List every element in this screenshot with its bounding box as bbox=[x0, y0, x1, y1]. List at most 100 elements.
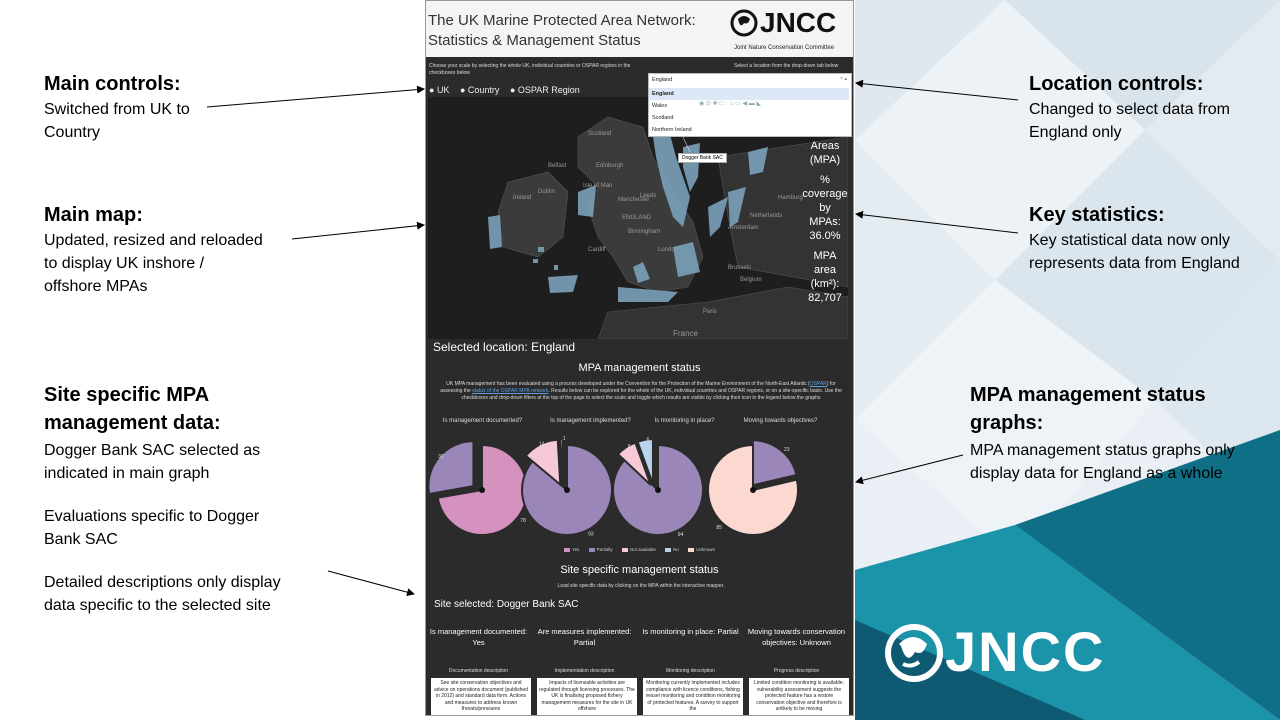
pie-charts-svg: 78 30 93 14 1 94 8 6 23 85 bbox=[427, 436, 799, 538]
map-label: Dublin bbox=[538, 189, 556, 195]
ospar-link[interactable]: OSPAR bbox=[809, 381, 827, 387]
pie-slice[interactable] bbox=[616, 441, 652, 486]
map-label: Manchester bbox=[618, 197, 650, 203]
pie-data-label: 93 bbox=[588, 531, 594, 537]
pie-data-label: 94 bbox=[678, 532, 684, 538]
map-label: France bbox=[673, 329, 698, 338]
stat-line: Areas bbox=[810, 140, 840, 152]
globe-icon bbox=[730, 9, 758, 37]
annotation-line: Dogger Bank SAC selected as bbox=[44, 442, 261, 459]
legend-item[interactable]: Yes bbox=[564, 547, 579, 552]
mgmt-description: UK MPA management has been evaluated usi… bbox=[440, 381, 842, 401]
map-label: Amsterdam bbox=[728, 225, 759, 231]
dropdown-chevron-icon[interactable]: × ▴ bbox=[840, 76, 847, 82]
map-label: Netherlands bbox=[750, 213, 783, 219]
pie-slice[interactable] bbox=[559, 438, 564, 485]
desc-header: Implementation description bbox=[554, 668, 615, 674]
arrow-site-specific bbox=[327, 570, 415, 597]
app-screenshot: The UK Marine Protected Area Network: St… bbox=[425, 0, 854, 716]
key-statistics: Protected Areas (MPA) % coverage by MPAs… bbox=[796, 125, 853, 305]
annotation-site-specific: Site specific MPA management data: Dogge… bbox=[44, 383, 281, 617]
annotation-line: Country bbox=[44, 124, 101, 141]
dropdown-selected-value: England bbox=[652, 77, 673, 83]
pie-center-dot bbox=[655, 487, 661, 493]
jncc-logo: JNCC Joint Nature Conservation Committee bbox=[730, 7, 848, 53]
pie-slice[interactable] bbox=[427, 440, 475, 496]
annotation-line: Detailed descriptions only display bbox=[44, 574, 281, 591]
ospar-network-link[interactable]: status of the OSPAR MPA network bbox=[472, 388, 549, 394]
map-label: Hamburg bbox=[778, 195, 803, 201]
chart-title: Is management documented? bbox=[442, 418, 523, 424]
location-instruction: Select a location from the drop-down tab… bbox=[734, 63, 839, 69]
map-label: Edinburgh bbox=[596, 163, 624, 169]
annotation-line: MPA management status graphs only bbox=[970, 442, 1235, 459]
annotation-title: Location controls: bbox=[1029, 73, 1204, 95]
pie-data-label: 78 bbox=[520, 518, 526, 524]
annotation-line: Updated, resized and reloaded bbox=[44, 232, 263, 249]
main-map[interactable]: Scotland Edinburgh Ireland Dublin ENGLAN… bbox=[428, 97, 848, 339]
annotation-title: graphs: bbox=[970, 412, 1044, 434]
annotation-title: Main map: bbox=[44, 204, 143, 226]
legend-item[interactable]: Partially bbox=[588, 547, 613, 552]
map-label: Paris bbox=[703, 309, 717, 315]
progress-description-textarea[interactable]: Limited condition monitoring is availabl… bbox=[749, 678, 849, 715]
legend-item[interactable]: Not available bbox=[621, 547, 656, 552]
pie-center-dot bbox=[750, 487, 756, 493]
legend-item[interactable]: No bbox=[665, 547, 679, 552]
map-label: Belgium bbox=[740, 277, 762, 283]
stat-line: MPAs: bbox=[809, 216, 841, 228]
mgmt-status-title: MPA management status bbox=[578, 362, 701, 374]
dropdown-option-northern-ireland[interactable]: Northern Ireland bbox=[652, 127, 692, 133]
dropdown-option-scotland[interactable]: Scotland bbox=[652, 115, 674, 121]
map-label: Belfast bbox=[548, 163, 567, 169]
logo-subtitle: Joint Nature Conservation Committee bbox=[734, 45, 835, 51]
status-implemented: Are measures implemented: Partial bbox=[537, 627, 632, 647]
annotation-line: represents data from England bbox=[1029, 255, 1240, 272]
radio-country[interactable]: ● Country bbox=[459, 85, 500, 95]
map-toolbar-icon[interactable]: ◉ ⊙ ✚ □ ◌ ⌂ ▭ ◀ ▬ ◣ bbox=[699, 101, 762, 107]
logo-word: JNCC bbox=[760, 7, 837, 38]
annotation-line: Changed to select data from bbox=[1029, 101, 1231, 118]
stat-line: coverage bbox=[802, 188, 848, 200]
site-selected: Site selected: Dogger Bank SAC bbox=[434, 599, 579, 610]
annotation-line: data specific to the selected site bbox=[44, 597, 271, 614]
pie-slice[interactable] bbox=[707, 443, 799, 536]
annotation-title: Main controls: bbox=[44, 73, 181, 95]
documentation-description-textarea[interactable]: See site conservation objectives and adv… bbox=[431, 678, 531, 715]
dropdown-option-wales[interactable]: Wales bbox=[652, 103, 668, 109]
selected-location: Selected location: England bbox=[433, 340, 576, 354]
annotation-line: display data for England as a whole bbox=[970, 465, 1223, 482]
map-label: Isle of Man bbox=[583, 183, 613, 189]
app-header: The UK Marine Protected Area Network: St… bbox=[426, 1, 853, 57]
radio-ospar-region[interactable]: ● OSPAR Region bbox=[509, 85, 580, 95]
annotation-line: indicated in main graph bbox=[44, 465, 210, 482]
stat-line: % bbox=[820, 174, 830, 186]
annotation-line: Key statistical data now only bbox=[1029, 232, 1230, 249]
stat-line: area bbox=[813, 264, 837, 276]
stat-line: Protected bbox=[801, 126, 849, 138]
annotation-main-controls: Main controls: Switched from UK to Countr… bbox=[44, 72, 190, 144]
dropdown-option-england[interactable]: England bbox=[649, 88, 849, 100]
map-label: Leeds bbox=[640, 193, 657, 199]
background-triangles-graphic bbox=[855, 0, 1280, 720]
annotation-key-statistics: Key statistics: Key statistical data now… bbox=[1029, 203, 1240, 275]
status-documented: Is management documented: Yes bbox=[429, 627, 528, 647]
monitoring-description-textarea[interactable]: Monitoring currently implemented include… bbox=[643, 678, 743, 715]
pie-data-label: 30 bbox=[438, 454, 444, 460]
pie-slice[interactable] bbox=[636, 438, 654, 485]
map-label: London bbox=[658, 247, 679, 253]
radio-uk[interactable]: ● UK bbox=[429, 85, 450, 95]
globe-icon bbox=[885, 624, 943, 682]
stat-value-coverage: 36.0% bbox=[809, 230, 841, 242]
stat-line: MPA bbox=[813, 250, 837, 262]
chart-legend: Yes Partially Not available No Unknown bbox=[564, 547, 723, 552]
implementation-description-textarea[interactable]: Impacts of licensable activities are reg… bbox=[537, 678, 637, 715]
pie-data-label: 8 bbox=[628, 444, 631, 450]
location-dropdown[interactable]: England × ▴ England Wales Scotland North… bbox=[648, 73, 852, 137]
pie-slice[interactable] bbox=[524, 438, 562, 487]
pie-data-label: 6 bbox=[647, 437, 650, 443]
pie-slice[interactable] bbox=[751, 439, 798, 487]
pie-data-label: 1 bbox=[563, 436, 566, 442]
legend-item[interactable]: Unknown bbox=[688, 547, 715, 552]
mgmt-status-charts: Is management documented? Is management … bbox=[426, 414, 853, 564]
